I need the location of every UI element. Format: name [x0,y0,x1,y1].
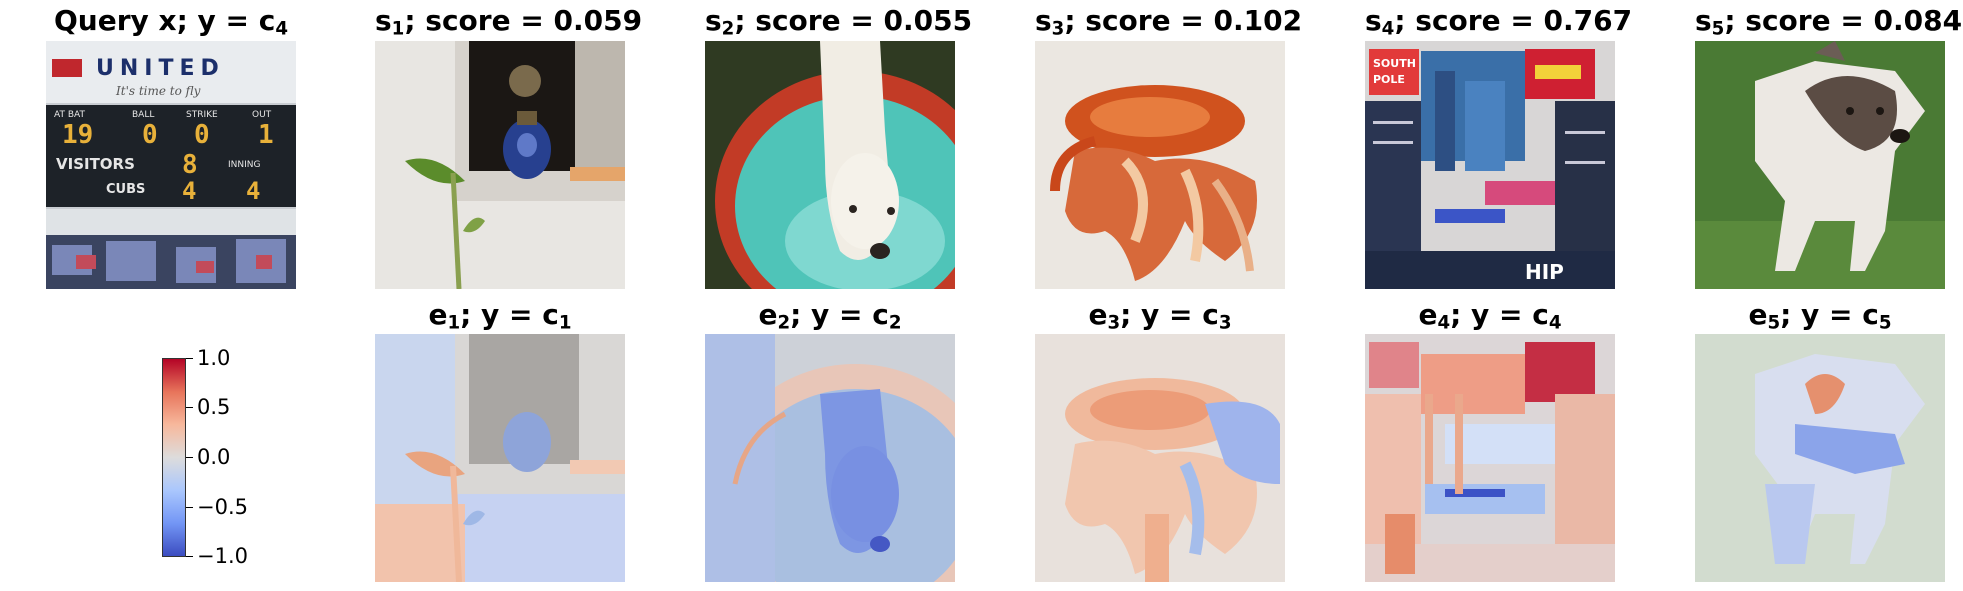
colorbar-gradient [162,358,186,557]
query-title: Query x; y = c4 [53,4,288,40]
query-image-scoreboard: UNITED It's time to fly AT BAT BALL STRIK… [46,41,296,289]
sample-2-image [705,41,955,289]
explanation-2-title: e2; y = c2 [758,298,902,334]
sign-pole-text: POLE [1373,73,1405,86]
svg-text:AT BAT: AT BAT [54,110,85,120]
svg-text:19: 19 [62,120,93,150]
explanation-4-title: e4; y = c4 [1418,298,1562,334]
svg-text:8: 8 [182,150,198,180]
sample-5-title: s5; score = 0.084 [1695,4,1963,40]
sample-2-title: s2; score = 0.055 [705,4,973,40]
colorbar-tick-mark [186,407,193,408]
svg-text:BALL: BALL [132,110,154,120]
explanation-3-heatmap [1035,334,1285,582]
sample-1-image [375,41,625,289]
sample-3-image [1035,41,1285,289]
explanation-1-title: e1; y = c1 [428,298,572,334]
sample-1-title: s1; score = 0.059 [375,4,643,40]
explanation-1-heatmap [375,334,625,582]
scoreboard-brand-text: UNITED [96,56,225,81]
svg-text:INNING: INNING [228,160,261,170]
svg-text:STRIKE: STRIKE [186,110,218,120]
sample-4-title: s4; score = 0.767 [1365,4,1633,40]
sample-3-title: s3; score = 0.102 [1035,4,1303,40]
svg-text:OUT: OUT [252,110,272,120]
svg-text:VISITORS: VISITORS [56,155,135,173]
explanation-5-title: e5; y = c5 [1748,298,1892,334]
explanation-4-heatmap [1365,334,1615,582]
colorbar-tick-mark [186,556,193,557]
explanation-3-title: e3; y = c3 [1088,298,1232,334]
colorbar-tick-mark [186,507,193,508]
svg-text:4: 4 [182,177,196,205]
colorbar-tick-mark [186,457,193,458]
colorbar-tick-label: 0.0 [197,445,231,469]
svg-text:0: 0 [194,120,210,150]
colorbar-tick-label: 0.5 [197,395,231,419]
colorbar-tick-label: 1.0 [197,346,231,370]
explanation-5-heatmap [1695,334,1945,582]
sign-south-text: SOUTH [1373,57,1416,70]
svg-text:1: 1 [258,120,274,150]
sign-hip-text: HIP [1525,260,1564,284]
colorbar-tick-mark [186,358,193,359]
svg-text:0: 0 [142,120,158,150]
explanation-2-heatmap [705,334,955,582]
colorbar-tick-label: −0.5 [197,495,248,519]
sample-5-image [1695,41,1945,289]
svg-text:CUBS: CUBS [106,182,145,197]
colorbar-tick-label: −1.0 [197,544,248,568]
sample-4-image: SOUTH POLE HIP [1365,41,1615,289]
svg-text:4: 4 [246,177,260,205]
scoreboard-tagline-text: It's time to fly [115,84,201,98]
